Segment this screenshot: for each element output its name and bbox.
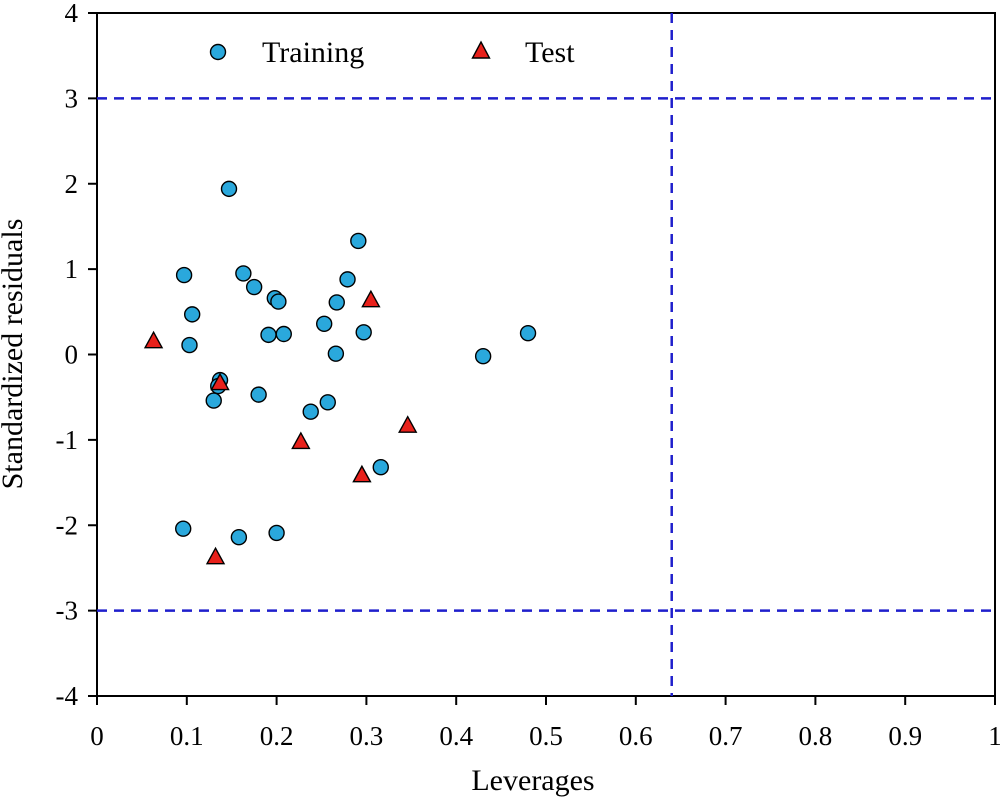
training-point [315,315,333,332]
x-tick-label: 0.9 [888,721,922,751]
training-point [268,524,285,542]
x-tick-label: 0.8 [799,721,833,751]
training-point [302,403,319,420]
test-point [143,330,164,349]
y-tick-label: 1 [65,254,79,284]
training-point [474,348,492,365]
x-tick-label: 0.6 [619,721,653,751]
y-axis: -4 -3 -2 -1 0 1 2 3 4 [56,0,97,711]
y-tick-label: -2 [56,510,79,540]
x-tick-label: 0.7 [709,721,743,751]
training-point [250,386,267,403]
training-point [205,392,222,409]
test-point [352,464,372,483]
test-point [361,289,381,308]
y-axis-title: Standardized residuals [0,219,29,490]
training-point [328,294,345,311]
legend-test-marker [471,40,491,59]
training-point [519,324,537,342]
x-tick-label: 1 [988,721,1000,751]
training-point [175,520,192,537]
training-point [275,325,292,343]
y-tick-label: 2 [65,169,79,199]
x-tick-label: 0.1 [170,721,204,751]
legend-test-label: Test [525,36,575,69]
training-point [339,271,356,288]
x-axis: 0 0.1 0.2 0.3 0.4 0.5 0.6 0.7 0.8 0.9 1 [90,696,1000,751]
test-point [291,431,311,450]
test-point [205,546,226,565]
training-point [220,180,238,198]
training-point [245,278,263,296]
plot-frame [96,12,996,697]
training-point [350,232,367,250]
training-point [181,336,198,354]
test-point [398,415,418,433]
training-point [270,293,287,310]
y-tick-label: -1 [56,425,79,455]
data-points [143,180,537,565]
y-tick-label: -3 [56,596,79,626]
reference-lines [97,13,995,696]
legend-training-marker [209,43,227,61]
x-tick-label: 0.5 [529,721,563,751]
legend-training-label: Training [262,36,364,69]
x-tick-label: 0.3 [350,721,384,751]
training-point [327,345,345,362]
y-tick-label: 0 [65,340,79,370]
x-tick-label: 0.4 [439,721,473,751]
legend: Training Test [209,36,575,69]
x-tick-label: 0 [90,721,104,751]
test-point [210,372,230,391]
training-point [235,265,252,282]
y-tick-label: 4 [65,0,79,28]
x-tick-label: 0.2 [260,721,294,751]
training-point [355,324,372,341]
y-tick-label: -4 [56,681,79,711]
training-point [372,458,389,476]
training-point [230,529,248,546]
x-axis-title: Leverages [471,764,594,797]
training-point [319,394,336,411]
y-tick-label: 3 [65,83,79,113]
training-point [260,326,277,344]
training-point [183,306,201,323]
training-point [175,266,193,284]
